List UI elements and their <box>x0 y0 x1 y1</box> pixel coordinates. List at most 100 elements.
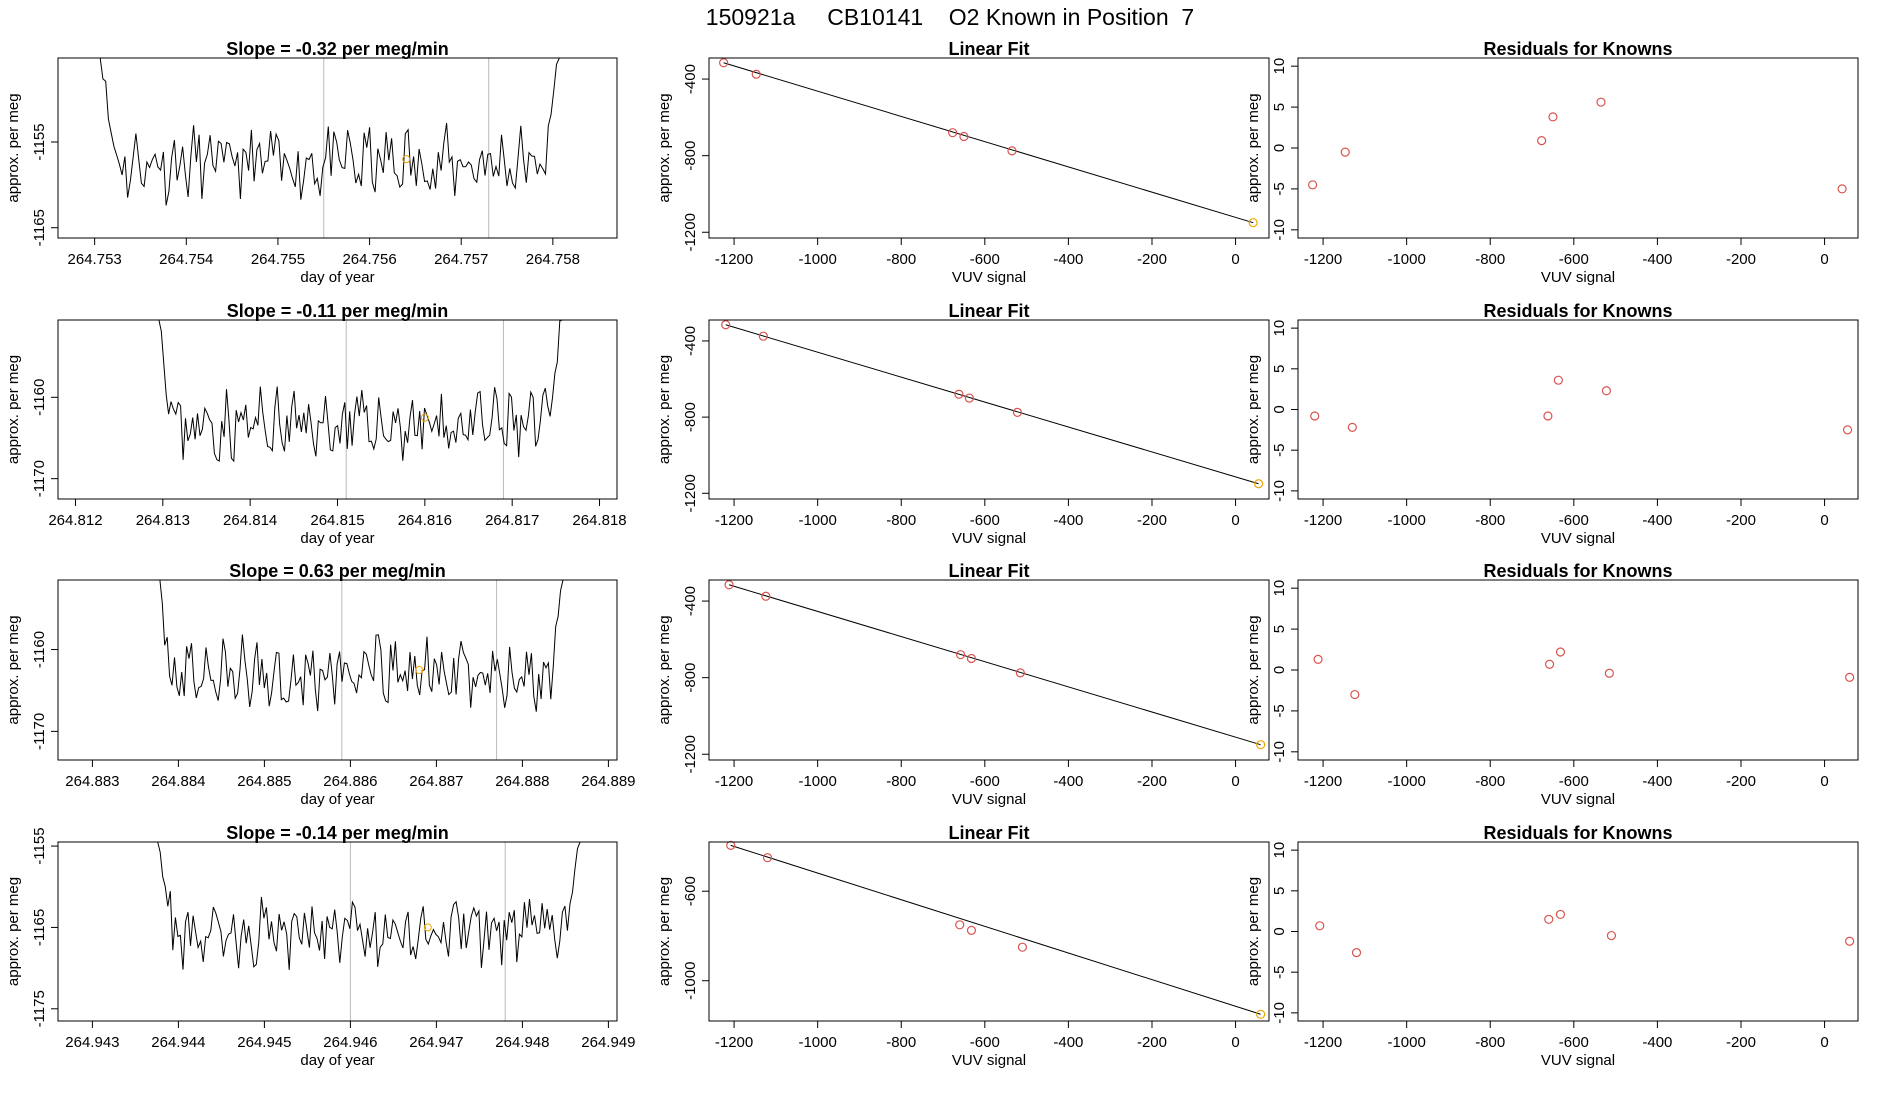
data-point <box>955 920 965 930</box>
panel-title: Slope = 0.63 per meg/min <box>229 561 446 581</box>
residual-point <box>1553 375 1563 385</box>
x-tick-label: 0 <box>1231 773 1239 790</box>
y-tick-label: -800 <box>682 141 699 171</box>
x-tick-label: -1000 <box>798 773 836 790</box>
x-tick-label: -400 <box>1053 512 1083 529</box>
x-tick-label: 264.947 <box>409 1034 463 1051</box>
x-tick-label: -600 <box>970 773 1000 790</box>
x-tick-label: -600 <box>970 251 1000 268</box>
y-tick-label: 10 <box>1271 580 1288 597</box>
x-tick-label: -1200 <box>715 512 753 529</box>
data-point <box>948 128 958 138</box>
y-tick-label: 10 <box>1271 842 1288 859</box>
plot-frame <box>1297 579 1859 761</box>
panel-title: Slope = -0.11 per meg/min <box>227 301 449 321</box>
x-tick-label: 0 <box>1231 1034 1239 1051</box>
known-marker <box>420 413 429 422</box>
x-tick-label: -800 <box>1475 512 1505 529</box>
x-tick-label: 264.944 <box>151 1034 205 1051</box>
residual-point <box>1313 654 1323 664</box>
residual-point <box>1548 112 1558 122</box>
data-point <box>1017 942 1028 952</box>
data-point <box>1012 407 1023 417</box>
y-tick-label: -800 <box>682 402 699 432</box>
signal-trace <box>94 57 562 206</box>
residual-point <box>1351 948 1362 958</box>
y-tick-label: 10 <box>1271 58 1288 75</box>
x-tick-label: -400 <box>1053 251 1083 268</box>
x-tick-label: 264.815 <box>310 512 364 529</box>
x-tick-label: 264.948 <box>495 1034 549 1051</box>
y-tick-label: -10 <box>1271 219 1288 241</box>
signal-trace <box>152 841 583 970</box>
panel-title: Residuals for Knowns <box>1483 301 1672 321</box>
x-tick-label: 264.889 <box>581 773 635 790</box>
y-tick-label: -600 <box>682 876 699 906</box>
residual-point <box>1606 930 1617 941</box>
residual-point <box>1537 136 1547 146</box>
x-tick-label: 264.943 <box>65 1034 119 1051</box>
y-tick-label: -1170 <box>31 460 48 497</box>
x-tick-label: -800 <box>1475 773 1505 790</box>
y-axis-label: approx. per meg <box>5 877 22 986</box>
x-tick-label: -200 <box>1137 1034 1167 1051</box>
panel-title: Linear Fit <box>948 301 1029 321</box>
x-tick-label: -200 <box>1726 251 1756 268</box>
x-axis-label: day of year <box>300 791 374 808</box>
x-tick-label: 264.884 <box>151 773 205 790</box>
y-axis-label: approx. per meg <box>1245 615 1262 724</box>
x-tick-label: 264.758 <box>526 251 580 268</box>
x-tick-label: 264.755 <box>251 251 305 268</box>
data-point <box>966 653 977 664</box>
known-point <box>1248 218 1258 228</box>
x-tick-label: -1000 <box>1387 773 1425 790</box>
x-tick-label: 264.949 <box>581 1034 635 1051</box>
x-tick-label: -400 <box>1053 1034 1083 1051</box>
data-point <box>964 393 974 403</box>
x-tick-label: -200 <box>1137 512 1167 529</box>
fit-line <box>730 844 1261 1015</box>
x-tick-label: -800 <box>1475 1034 1505 1051</box>
residual-point <box>1842 425 1853 435</box>
data-point <box>724 580 734 590</box>
fit-line <box>723 62 1254 224</box>
data-point <box>1015 668 1025 678</box>
signal-trace <box>154 319 565 463</box>
residual-point <box>1601 386 1612 396</box>
figure-title: 150921a CB10141 O2 Known in Position 7 <box>705 4 1195 30</box>
data-point <box>719 58 729 68</box>
x-tick-label: 0 <box>1820 251 1828 268</box>
x-tick-label: 264.812 <box>48 512 102 529</box>
y-axis-label: approx. per meg <box>656 93 673 202</box>
y-axis-label: approx. per meg <box>656 355 673 464</box>
panel-title: Linear Fit <box>948 561 1029 581</box>
x-axis-label: day of year <box>300 1052 374 1069</box>
x-tick-label: -200 <box>1726 773 1756 790</box>
y-tick-label: -400 <box>682 586 699 616</box>
x-tick-label: -1200 <box>1304 1034 1342 1051</box>
x-axis-label: VUV signal <box>1541 269 1615 286</box>
x-tick-label: 0 <box>1231 512 1239 529</box>
data-point <box>1007 146 1017 156</box>
y-tick-label: -10 <box>1271 741 1288 763</box>
x-tick-label: 0 <box>1820 773 1828 790</box>
known-marker <box>415 666 424 674</box>
y-axis-label: approx. per meg <box>656 615 673 724</box>
residual-point <box>1596 97 1606 107</box>
x-tick-label: 264.886 <box>323 773 377 790</box>
x-tick-label: 264.754 <box>159 251 213 268</box>
x-tick-label: -1200 <box>715 773 753 790</box>
y-axis-label: approx. per meg <box>5 355 22 464</box>
x-tick-label: -600 <box>970 512 1000 529</box>
y-axis-label: approx. per meg <box>1245 877 1262 986</box>
x-tick-label: -200 <box>1726 512 1756 529</box>
known-marker <box>402 155 411 164</box>
residual-point <box>1544 914 1554 924</box>
plot-frame <box>57 841 618 1022</box>
x-axis-label: VUV signal <box>952 530 1026 547</box>
residual-point <box>1555 647 1566 657</box>
x-tick-label: -1200 <box>1304 251 1342 268</box>
residual-point <box>1347 422 1357 432</box>
x-tick-label: -600 <box>1559 512 1589 529</box>
